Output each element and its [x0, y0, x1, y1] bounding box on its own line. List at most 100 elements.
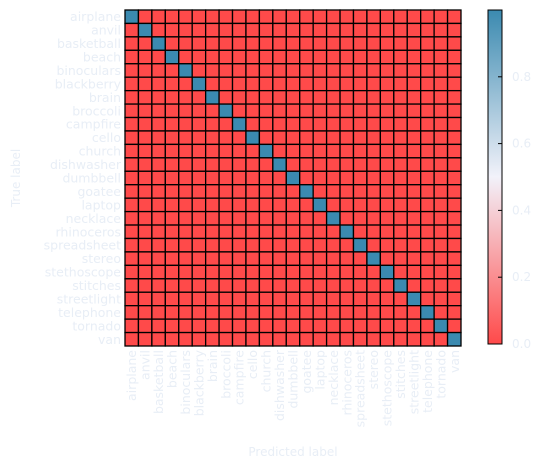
- heatmap-cell: [352, 116, 368, 132]
- heatmap-cell: [285, 291, 301, 307]
- heatmap-cell: [325, 318, 341, 334]
- heatmap-cell: [137, 9, 153, 25]
- heatmap-cell: [406, 157, 422, 172]
- heatmap-cell: [151, 197, 166, 213]
- heatmap-cell: [137, 49, 153, 65]
- heatmap-cell: [433, 9, 449, 25]
- x-tick-label: beach: [165, 350, 180, 388]
- heatmap-cell: [366, 224, 382, 240]
- heatmap-cell: [393, 89, 408, 105]
- heatmap-cell: [204, 331, 220, 347]
- heatmap-cell: [137, 291, 153, 307]
- heatmap-cell: [218, 197, 234, 213]
- heatmap-cell: [339, 264, 355, 280]
- heatmap-cell: [446, 116, 462, 132]
- heatmap-cell: [433, 305, 449, 320]
- heatmap-cell: [137, 76, 153, 92]
- heatmap-cell: [433, 143, 449, 159]
- y-tick-labels: airplaneanvilbasketballbeachbinocularsbl…: [44, 9, 122, 347]
- heatmap-cell: [285, 36, 301, 51]
- heatmap-cell: [366, 331, 382, 347]
- heatmap-cell: [379, 89, 395, 105]
- heatmap-cell: [352, 305, 368, 320]
- y-tick-label: telephone: [58, 305, 121, 320]
- heatmap-cell: [393, 103, 408, 119]
- heatmap-cell: [137, 143, 153, 159]
- heatmap-cell: [124, 49, 140, 65]
- heatmap-cell: [339, 116, 355, 132]
- heatmap-cell: [258, 89, 274, 105]
- heatmap-cell: [393, 197, 408, 213]
- heatmap-cell: [285, 76, 301, 92]
- heatmap-cell: [312, 237, 328, 253]
- heatmap-cell: [299, 224, 314, 240]
- heatmap-cell: [325, 143, 341, 159]
- heatmap-cell: [299, 22, 314, 38]
- heatmap-cell: [164, 278, 180, 293]
- heatmap-cell: [124, 89, 140, 105]
- heatmap-cell: [204, 9, 220, 25]
- heatmap-cell: [325, 76, 341, 92]
- heatmap-cell: [231, 197, 247, 213]
- heatmap-cell: [151, 224, 166, 240]
- x-tick-label: dishwasher: [272, 349, 287, 421]
- heatmap-cell: [231, 278, 247, 293]
- heatmap-cell: [151, 76, 166, 92]
- heatmap-cell: [124, 318, 140, 334]
- heatmap-cell: [178, 76, 193, 92]
- heatmap-cell: [366, 157, 382, 172]
- heatmap-cell: [299, 237, 314, 253]
- heatmap-cell: [325, 63, 341, 78]
- heatmap-cell: [164, 224, 180, 240]
- heatmap-cell: [446, 103, 462, 119]
- heatmap-cell: [446, 291, 462, 307]
- heatmap-cell: [231, 184, 247, 199]
- heatmap-cell: [420, 103, 435, 119]
- heatmap-cell: [339, 22, 355, 38]
- colorbar-ticks: 0.0 0.2 0.4 0.6 0.8: [498, 70, 531, 351]
- heatmap-cell: [285, 210, 301, 226]
- heatmap-cell: [178, 224, 193, 240]
- heatmap-cell: [379, 291, 395, 307]
- heatmap-cell: [191, 103, 207, 119]
- heatmap-cell: [204, 278, 220, 293]
- y-tick-label: brain: [89, 90, 121, 105]
- heatmap-cell: [433, 237, 449, 253]
- heatmap-cell: [272, 305, 287, 320]
- heatmap-cell: [245, 157, 261, 172]
- heatmap-cell: [258, 184, 274, 199]
- heatmap-cell: [272, 103, 287, 119]
- heatmap-cell: [164, 76, 180, 92]
- heatmap-cell: [258, 197, 274, 213]
- heatmap-cell: [178, 251, 193, 267]
- heatmap-cell: [366, 116, 382, 132]
- heatmap-cell: [245, 76, 261, 92]
- heatmap-cell: [218, 318, 234, 334]
- heatmap-cell: [352, 76, 368, 92]
- y-tick-label: basketball: [57, 36, 121, 51]
- x-tick-label: streetlight: [406, 350, 421, 414]
- heatmap-cell: [446, 318, 462, 334]
- heatmap-cell: [285, 63, 301, 78]
- heatmap-cell: [218, 224, 234, 240]
- heatmap-cell: [258, 224, 274, 240]
- heatmap-cell: [218, 157, 234, 172]
- heatmap-cell: [299, 157, 314, 172]
- heatmap-cell: [231, 63, 247, 78]
- heatmap-cell: [339, 36, 355, 51]
- heatmap-cell: [325, 210, 341, 226]
- y-tick-label: laptop: [81, 197, 121, 212]
- heatmap-cell: [137, 116, 153, 132]
- heatmap-cell: [272, 9, 287, 25]
- x-tick-label: goatee: [299, 350, 314, 394]
- heatmap-cell: [339, 318, 355, 334]
- heatmap-cell: [137, 224, 153, 240]
- x-tick-label: broccoli: [218, 350, 233, 399]
- heatmap-cell: [231, 305, 247, 320]
- heatmap-cell: [352, 251, 368, 267]
- heatmap-cell: [379, 103, 395, 119]
- heatmap-cell: [366, 143, 382, 159]
- heatmap-cell: [231, 116, 247, 132]
- heatmap-cell: [325, 197, 341, 213]
- heatmap-cell: [406, 197, 422, 213]
